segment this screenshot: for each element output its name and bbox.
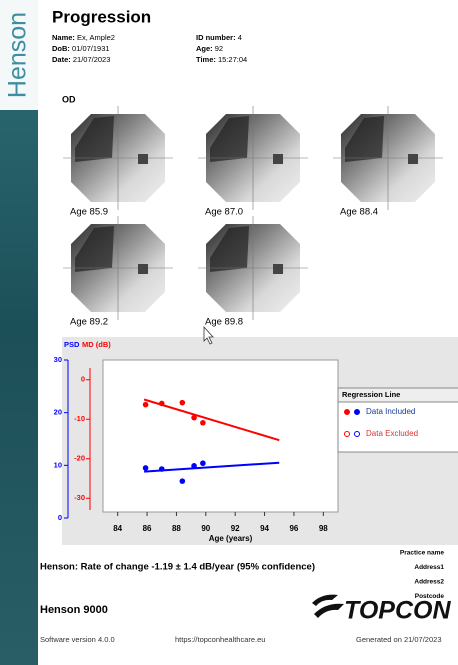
x-tick-label: 98 bbox=[319, 524, 328, 533]
blind-spot bbox=[273, 154, 283, 164]
y-tick-label: 0 bbox=[58, 513, 62, 522]
legend-title: Regression Line bbox=[342, 390, 400, 399]
header-field: Time: 15:27:04 bbox=[196, 55, 247, 64]
legend-entry: Data Excluded bbox=[366, 429, 418, 438]
field-label: ID number: bbox=[196, 33, 236, 42]
legend-entry: Data Included bbox=[366, 407, 415, 416]
field-label: Age: bbox=[196, 44, 213, 53]
x-axis-title: Age (years) bbox=[209, 534, 253, 543]
data-point bbox=[200, 420, 206, 426]
y2-tick-label: 0 bbox=[81, 375, 85, 384]
legend-marker bbox=[345, 432, 350, 437]
legend-marker bbox=[345, 410, 350, 415]
y2-tick-label: -10 bbox=[74, 414, 85, 423]
y-tick-label: 20 bbox=[54, 408, 62, 417]
header-field: DoB: 01/07/1931 bbox=[52, 44, 110, 53]
eye: OD bbox=[62, 94, 76, 104]
x-tick-label: 92 bbox=[231, 524, 240, 533]
blind-spot bbox=[273, 264, 283, 274]
data-point bbox=[159, 466, 165, 472]
x-tick-label: 94 bbox=[260, 524, 269, 533]
x-tick-label: 84 bbox=[113, 524, 122, 533]
data-point bbox=[159, 401, 165, 407]
x-tick-label: 96 bbox=[289, 524, 298, 533]
data-point bbox=[180, 400, 186, 406]
rate-of-change: Henson: Rate of change -1.19 ± 1.4 dB/ye… bbox=[40, 562, 315, 573]
x-tick-label: 86 bbox=[143, 524, 152, 533]
legend-marker bbox=[355, 432, 360, 437]
plot-label: Age 85.9 bbox=[70, 207, 108, 218]
url[interactable]: https://topconhealthcare.eu bbox=[175, 635, 265, 644]
data-point bbox=[191, 463, 197, 469]
generated: Generated on 21/07/2023 bbox=[356, 635, 442, 644]
x-tick-label: 88 bbox=[172, 524, 181, 533]
plot-label: Age 88.4 bbox=[340, 207, 378, 218]
field-label: Time: bbox=[196, 55, 216, 64]
data-point bbox=[143, 465, 149, 471]
data-point bbox=[143, 402, 149, 408]
y2-tick-label: -20 bbox=[74, 454, 85, 463]
page: {"brand": "Henson", "header": {"title": … bbox=[0, 0, 458, 665]
field-value: 21/07/2023 bbox=[73, 55, 111, 64]
title: Progression bbox=[52, 7, 151, 26]
brand: Henson bbox=[4, 12, 32, 98]
y-tick-label: 10 bbox=[54, 460, 62, 469]
data-point bbox=[180, 478, 186, 484]
practice-line: Address2 bbox=[414, 579, 444, 586]
header-field: Age: 92 bbox=[196, 44, 223, 53]
practice-line: Postcode bbox=[415, 593, 445, 600]
report: Henson Progression OD Henson: Rate of ch… bbox=[0, 0, 458, 665]
y-tick-label: 30 bbox=[54, 355, 62, 364]
product: Henson 9000 bbox=[40, 604, 108, 616]
y2-tick-label: -30 bbox=[74, 493, 85, 502]
logo: TOPCON bbox=[344, 597, 451, 625]
blind-spot bbox=[138, 154, 148, 164]
field-value: 92 bbox=[215, 44, 223, 53]
field-label: DoB: bbox=[52, 44, 70, 53]
version: Software version 4.0.0 bbox=[40, 635, 115, 644]
header-field: Name: Ex, Ample2 bbox=[52, 33, 115, 42]
field-value: 4 bbox=[238, 33, 242, 42]
plot-area bbox=[103, 360, 338, 512]
data-point bbox=[200, 460, 206, 466]
x-tick-label: 90 bbox=[201, 524, 210, 533]
data-point bbox=[191, 415, 197, 421]
y-axis-title: PSD bbox=[64, 340, 80, 349]
blind-spot bbox=[408, 154, 418, 164]
field-value: Ex, Ample2 bbox=[77, 33, 115, 42]
plot-label: Age 87.0 bbox=[205, 207, 243, 218]
header-field: ID number: 4 bbox=[196, 33, 242, 42]
header-field: Date: 21/07/2023 bbox=[52, 55, 110, 64]
blind-spot bbox=[138, 264, 148, 274]
practice-line: Address1 bbox=[414, 564, 444, 571]
y2-axis-title: MD (dB) bbox=[82, 340, 111, 349]
field-label: Name: bbox=[52, 33, 75, 42]
field-value: 01/07/1931 bbox=[72, 44, 110, 53]
plot-label: Age 89.8 bbox=[205, 317, 243, 328]
plot-label: Age 89.2 bbox=[70, 317, 108, 328]
practice-line: Practice name bbox=[400, 550, 444, 557]
field-label: Date: bbox=[52, 55, 71, 64]
field-value: 15:27:04 bbox=[218, 55, 247, 64]
legend-marker bbox=[355, 410, 360, 415]
